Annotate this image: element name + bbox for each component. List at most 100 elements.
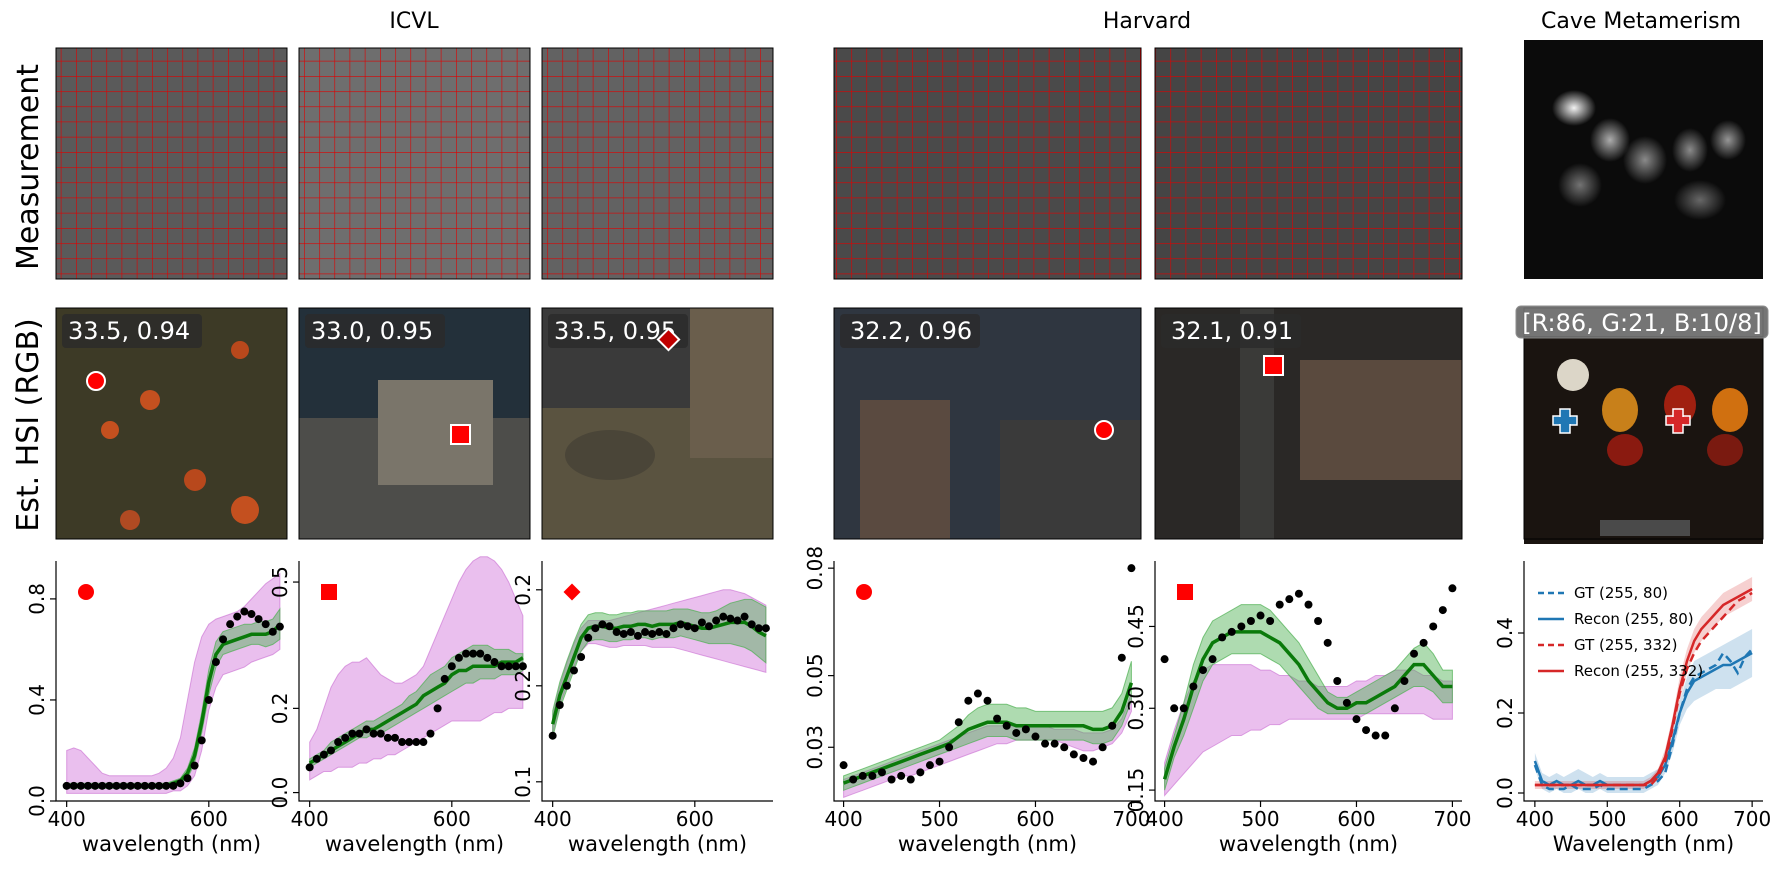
gt-point <box>612 628 621 637</box>
gt-point <box>355 729 364 738</box>
gt-point <box>690 624 699 633</box>
gt-point <box>426 729 435 738</box>
spectrum-plot-cave: GT (255, 80) Recon (255, 80) GT (255, 332)… <box>1493 561 1771 856</box>
gt-point <box>126 781 135 790</box>
gt-point <box>1400 677 1409 685</box>
gt-point <box>155 781 164 790</box>
y-tick-label: 0.2 <box>268 692 292 724</box>
gt-point <box>1438 606 1447 615</box>
gt-point <box>341 733 350 742</box>
plot-marker-square <box>1177 584 1193 600</box>
cave-pixel-label: [R:86, G:21, B:10/8] <box>1522 309 1761 337</box>
plot-marker-circle <box>78 584 94 600</box>
legend-label: Recon (255, 80) <box>1574 610 1694 628</box>
legend-label: GT (255, 332) <box>1574 636 1678 654</box>
y-tick-label: 0.1 <box>511 766 535 798</box>
plot-marker-diamond <box>563 583 581 601</box>
baseline-band <box>66 572 281 794</box>
gt-point <box>483 653 492 662</box>
est-image-icvl-3: 33.5, 0.95 <box>541 307 774 540</box>
x-axis-label: wavelength (nm) <box>568 832 747 856</box>
gt-point <box>176 779 185 788</box>
gt-point <box>1170 704 1179 713</box>
marker-square <box>450 424 471 445</box>
gt-point <box>226 620 235 629</box>
gt-point <box>1160 655 1169 664</box>
gt-point <box>476 649 485 658</box>
gt-point <box>993 714 1002 723</box>
gt-point <box>619 629 628 638</box>
x-tick-label: 400 <box>1146 807 1184 831</box>
gt-point <box>1352 715 1361 724</box>
series-line-3 <box>1534 587 1753 787</box>
plot-marker-square <box>321 584 337 600</box>
x-tick-label: 400 <box>534 807 572 831</box>
gt-point <box>1362 726 1371 735</box>
measurement-image-harvard-1 <box>833 47 1142 280</box>
title-harvard: Harvard <box>1103 9 1191 34</box>
marker-diamond <box>656 327 681 352</box>
gt-point <box>1012 728 1021 737</box>
est-image-harvard-1: 32.2, 0.96 <box>833 307 1142 540</box>
y-tick-label: 0.5 <box>268 566 292 598</box>
x-tick-label: 400 <box>291 807 329 831</box>
baseline-band <box>1164 664 1453 797</box>
recon-line <box>1162 630 1453 780</box>
gt-point <box>1342 698 1351 707</box>
axes-spines <box>298 561 530 802</box>
x-tick-label: 600 <box>1337 807 1375 831</box>
gt-point <box>1021 725 1030 734</box>
gt-point <box>490 658 499 667</box>
x-tick-label: 500 <box>1588 807 1626 831</box>
gt-point <box>1429 622 1438 631</box>
metric-label: 33.5, 0.94 <box>68 317 190 345</box>
gt-point <box>1448 584 1457 593</box>
measurement-image-icvl-2 <box>298 47 531 280</box>
gt-point <box>1371 731 1380 740</box>
marker-circle <box>86 371 106 391</box>
gt-point <box>233 612 242 621</box>
spectrum-plot-harvard-1: 400 500 600 700 0.03 0.05 0.08 wavelength (nm) <box>803 546 1151 856</box>
gt-point <box>433 704 442 713</box>
title-icvl: ICVL <box>389 9 439 34</box>
gt-point <box>598 620 607 629</box>
gt-point <box>1227 627 1236 636</box>
baseline-band <box>309 556 524 781</box>
gt-point <box>754 624 763 633</box>
y-tick-label: 0.08 <box>803 546 827 591</box>
gt-point <box>504 662 513 671</box>
gt-point <box>1218 633 1227 642</box>
measurement-image-icvl-3 <box>541 47 774 280</box>
gt-point <box>398 738 407 747</box>
gt-point <box>312 754 321 763</box>
gt-point <box>1179 704 1188 713</box>
gt-point <box>326 746 335 755</box>
row-label-est-hsi: Est. HSI (RGB) <box>11 318 46 532</box>
x-axis-label: wavelength (nm) <box>1219 832 1398 856</box>
gt-point <box>518 662 527 671</box>
gt-point <box>362 725 371 734</box>
legend-label: GT (255, 80) <box>1574 584 1668 602</box>
gt-point <box>112 781 121 790</box>
legend-label: Recon (255, 332) <box>1574 662 1703 680</box>
gt-point <box>497 662 506 671</box>
axes-spines <box>1154 561 1462 802</box>
gt-point <box>877 768 886 777</box>
y-tick-label: 0.45 <box>1124 604 1148 649</box>
y-tick-label: 0.2 <box>1493 697 1517 729</box>
gt-point <box>1256 611 1265 620</box>
gt-point <box>419 738 428 747</box>
gt-point <box>1041 739 1050 748</box>
x-axis-label: wavelength (nm) <box>325 832 504 856</box>
x-tick-label: 600 <box>433 807 471 831</box>
gt-point <box>383 733 392 742</box>
spectrum-plot-harvard-2: 400 500 600 700 0.15 0.30 0.45 wavelength (nm) <box>1124 561 1472 856</box>
gt-point <box>1323 638 1332 647</box>
gt-point <box>1266 617 1275 625</box>
gt-point <box>147 781 156 790</box>
gt-point <box>1208 655 1217 664</box>
gt-point <box>562 681 571 690</box>
gt-point <box>1031 732 1040 741</box>
gt-point <box>887 775 896 784</box>
